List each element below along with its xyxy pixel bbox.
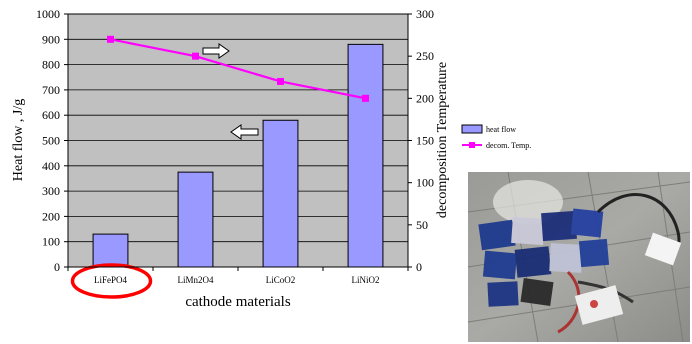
legend: heat flow decom. Temp. — [461, 124, 531, 150]
x-axis-title: cathode materials — [185, 294, 291, 310]
y-tick-label: 100 — [42, 235, 60, 249]
y-axis-title-left: Heat flow , J/g — [11, 99, 26, 181]
y-tick-label: 200 — [42, 209, 60, 223]
arrow-right-annotation — [202, 43, 230, 59]
x-tick-label: LiFePO4 — [94, 275, 128, 285]
legend-label-heat-flow: heat flow — [486, 125, 516, 134]
battery-debris-photo — [468, 172, 690, 342]
y-tick-label: 1000 — [36, 7, 60, 21]
y2-tick-label: 100 — [416, 176, 434, 190]
line-series — [107, 35, 369, 102]
point-LiNiO2 — [362, 94, 369, 102]
y-tick-label: 300 — [42, 184, 60, 198]
y-tick-label: 800 — [42, 58, 60, 72]
point-LiMn2O4 — [192, 52, 199, 60]
y-tick-label: 700 — [42, 83, 60, 97]
y-axis-ticks-left: 0 100 200 300 400 500 600 700 800 900 1000 — [36, 7, 68, 274]
point-LiCoO2 — [277, 77, 284, 85]
bars — [92, 43, 384, 268]
bar-LiFePO4 — [92, 233, 129, 268]
y-tick-label: 500 — [42, 134, 60, 148]
y-tick-label: 400 — [42, 159, 60, 173]
annotations — [70, 43, 259, 299]
y-tick-label: 0 — [54, 260, 60, 274]
x-tick-label: LiNiO2 — [352, 275, 380, 285]
y2-tick-label: 300 — [416, 7, 434, 21]
y2-tick-label: 200 — [416, 91, 434, 105]
y2-tick-label: 150 — [416, 134, 434, 148]
legend-swatch-heat-flow — [461, 124, 483, 134]
line-decom-temp — [110, 38, 366, 100]
y-tick-label: 600 — [42, 108, 60, 122]
bar-LiNiO2 — [347, 43, 384, 268]
y-axis-title-right: decomposition Temperature — [435, 62, 450, 218]
legend-label-decom-temp: decom. Temp. — [486, 141, 531, 150]
bar-LiMn2O4 — [177, 171, 214, 268]
y2-tick-label: 0 — [416, 260, 422, 274]
highlight-ellipse — [70, 263, 153, 299]
x-axis-category-labels: LiFePO4 LiMn2O4 LiCoO2 LiNiO2 — [94, 275, 380, 285]
x-tick-label: LiCoO2 — [266, 275, 296, 285]
x-tick-label: LiMn2O4 — [178, 275, 215, 285]
point-LiFePO4 — [107, 35, 114, 43]
y2-tick-label: 250 — [416, 49, 434, 63]
y-tick-label: 900 — [42, 32, 60, 46]
arrow-left-annotation — [230, 124, 259, 140]
y2-tick-label: 50 — [416, 218, 428, 232]
bar-LiCoO2 — [262, 119, 299, 268]
y-axis-ticks-right: 0 50 100 150 200 250 300 — [408, 7, 434, 274]
